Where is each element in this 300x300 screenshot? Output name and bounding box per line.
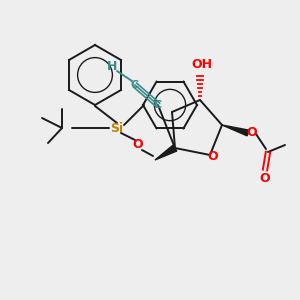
Text: O: O [247, 127, 257, 140]
Text: O: O [208, 151, 218, 164]
Text: O: O [260, 172, 270, 184]
Polygon shape [222, 125, 249, 136]
Text: O: O [133, 139, 143, 152]
Text: C: C [154, 100, 162, 110]
Polygon shape [155, 145, 177, 160]
Text: H: H [107, 61, 117, 74]
Text: Si: Si [110, 122, 124, 134]
Text: OH: OH [191, 58, 212, 70]
Text: C: C [131, 80, 139, 90]
